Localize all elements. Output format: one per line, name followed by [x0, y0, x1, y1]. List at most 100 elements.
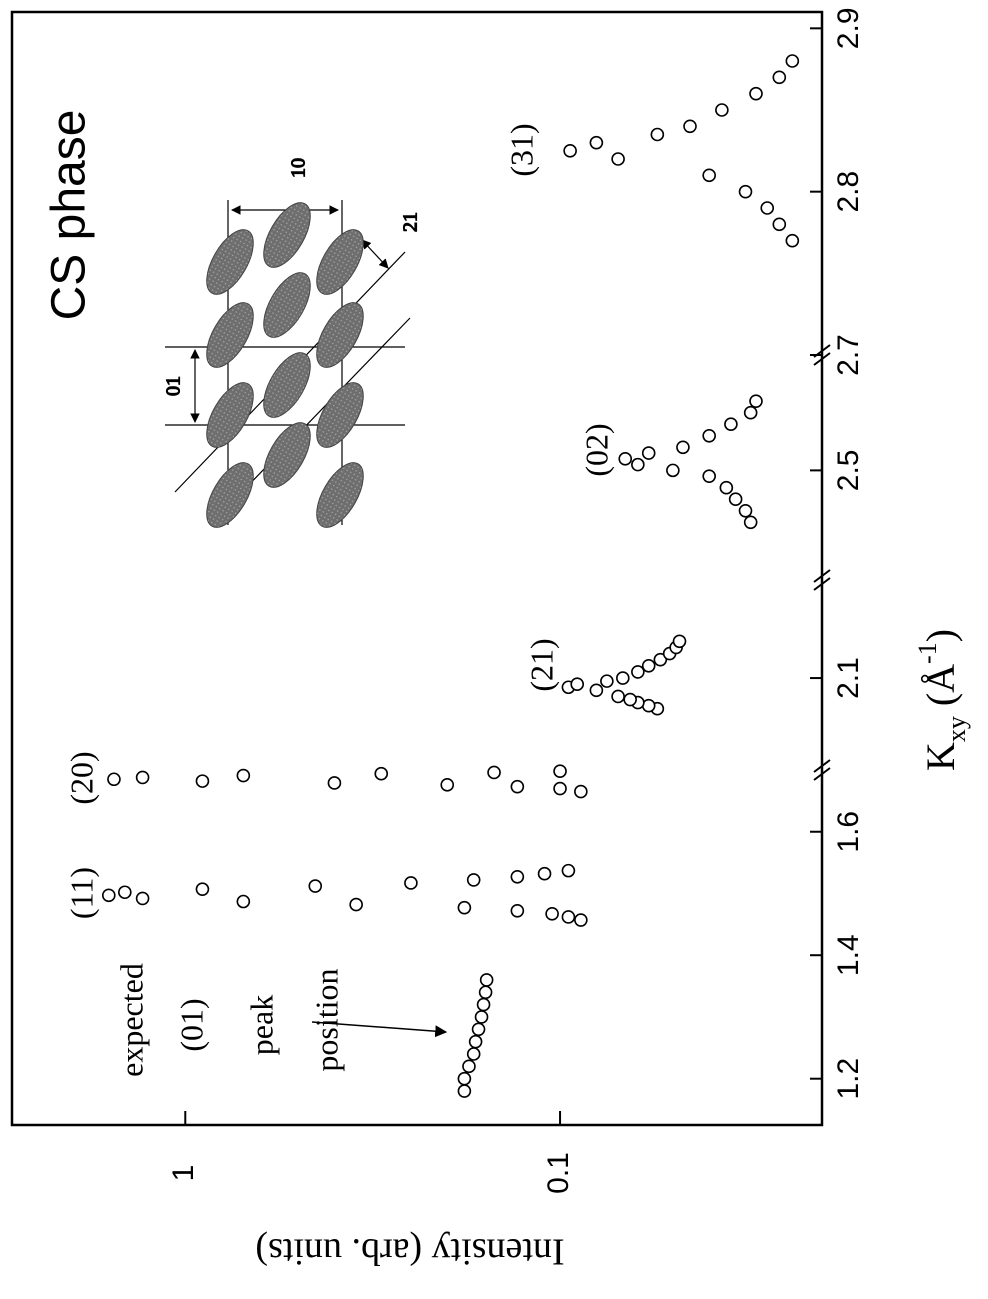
- plot-frame: [12, 12, 822, 1125]
- data-point: [730, 493, 742, 505]
- data-point: [554, 783, 566, 795]
- chart: 100121 1.21.41.62.12.52.72.82.90.11Inten…: [0, 0, 988, 1294]
- annotation: peak: [243, 995, 279, 1055]
- data-point: [473, 1023, 485, 1035]
- molecule: [307, 455, 372, 534]
- x-tick-label: 1.2: [832, 1058, 865, 1100]
- data-point: [745, 516, 757, 528]
- data-point: [667, 464, 679, 476]
- data-point: [740, 186, 752, 198]
- data-point: [119, 886, 131, 898]
- molecule: [254, 345, 319, 424]
- data-point: [468, 874, 480, 886]
- data-point: [571, 678, 583, 690]
- data-point: [601, 675, 613, 687]
- x-axis-title-part: ): [918, 629, 963, 642]
- data-point: [564, 145, 576, 157]
- data-point: [137, 771, 149, 783]
- data-point: [786, 235, 798, 247]
- data-point: [750, 88, 762, 100]
- annotation: (21): [523, 638, 559, 691]
- annotation: (02): [578, 423, 614, 476]
- data-point: [441, 779, 453, 791]
- data-point: [703, 430, 715, 442]
- data-point: [196, 883, 208, 895]
- y-axis-title: Intensity (arb. units): [255, 1230, 564, 1272]
- data-point: [612, 153, 624, 165]
- data-point: [703, 169, 715, 181]
- data-point: [750, 395, 762, 407]
- data-point: [458, 1073, 470, 1085]
- x-tick-label: 2.1: [832, 657, 865, 699]
- annotation: position: [308, 968, 344, 1071]
- data-point: [643, 660, 655, 672]
- data-point: [350, 899, 362, 911]
- data-point: [590, 137, 602, 149]
- data-point: [612, 690, 624, 702]
- data-point: [546, 908, 558, 920]
- data-point: [480, 986, 492, 998]
- data-point: [745, 407, 757, 419]
- x-axis-title-part: xy: [942, 716, 971, 742]
- data-point: [511, 905, 523, 917]
- data-point: [740, 505, 752, 517]
- annotation: (20): [63, 751, 99, 804]
- molecule: [197, 455, 262, 534]
- data-point: [103, 889, 115, 901]
- x-tick-label: 2.7: [832, 334, 865, 376]
- molecule: [254, 415, 319, 494]
- x-tick-label: 2.9: [832, 7, 865, 49]
- data-point: [562, 911, 574, 923]
- data-point: [716, 104, 728, 116]
- data-point: [511, 871, 523, 883]
- data-point: [375, 768, 387, 780]
- data-point: [237, 770, 249, 782]
- data-point: [575, 786, 587, 798]
- data-point: [554, 765, 566, 777]
- data-point: [632, 666, 644, 678]
- data-point: [458, 902, 470, 914]
- inset-diagram: 10 01 21: [163, 158, 422, 535]
- molecule: [197, 375, 262, 454]
- annotation: (11): [63, 867, 99, 919]
- x-axis-title-part: (Å: [918, 664, 963, 706]
- data-point: [478, 999, 490, 1011]
- data-point: [463, 1060, 475, 1072]
- data-point: [511, 781, 523, 793]
- data-point: [468, 1048, 480, 1060]
- data-point: [674, 635, 686, 647]
- x-axis-title-part: -1: [913, 642, 942, 664]
- phase-label: CS phase: [43, 110, 96, 321]
- data-point: [405, 877, 417, 889]
- data-point: [470, 1036, 482, 1048]
- inset-label: 21: [400, 212, 422, 232]
- x-tick-label: 1.4: [832, 934, 865, 976]
- data-point: [590, 684, 602, 696]
- x-tick-label: 2.8: [832, 171, 865, 213]
- data-point: [643, 447, 655, 459]
- inset-label: 10: [288, 158, 310, 178]
- x-axis-title-part: K: [918, 742, 963, 771]
- data-point: [624, 694, 636, 706]
- data-point: [703, 470, 715, 482]
- y-tick-label: 1: [167, 1165, 200, 1182]
- data-point: [575, 914, 587, 926]
- inset-label: 01: [163, 376, 185, 396]
- data-point: [237, 896, 249, 908]
- page: {"chart_data": { "type": "scatter", "log…: [0, 0, 988, 1294]
- data-point: [619, 453, 631, 465]
- data-point: [476, 1011, 488, 1023]
- data-point: [481, 974, 493, 986]
- molecule: [307, 295, 372, 374]
- data-point: [539, 868, 551, 880]
- data-point: [328, 777, 340, 789]
- x-tick-label: 2.5: [832, 450, 865, 492]
- data-point: [684, 120, 696, 132]
- data-point: [562, 865, 574, 877]
- data-point: [651, 129, 663, 141]
- data-point: [309, 880, 321, 892]
- data-point: [617, 672, 629, 684]
- y-tick-label: 0.1: [542, 1152, 575, 1194]
- molecule: [197, 222, 262, 301]
- data-point: [632, 459, 644, 471]
